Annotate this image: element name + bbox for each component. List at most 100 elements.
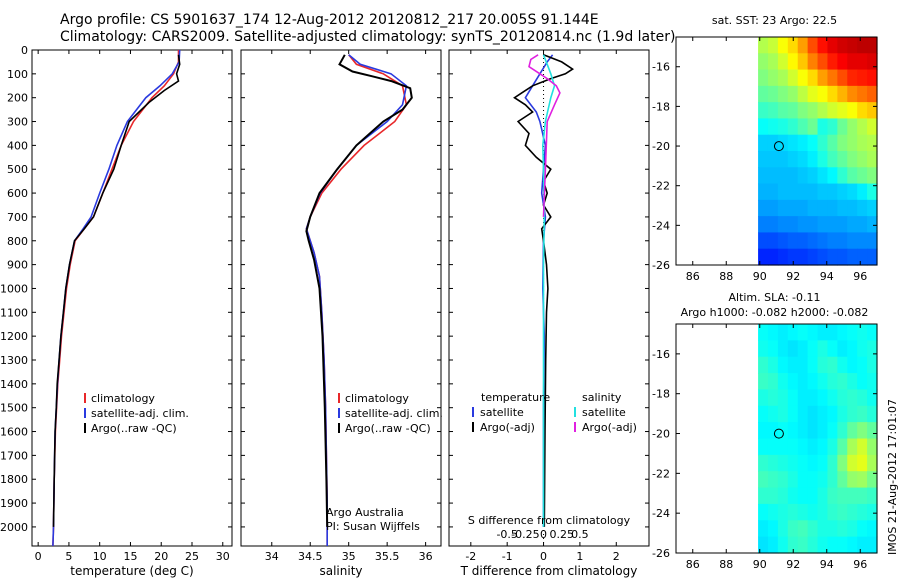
heat-cell (797, 102, 809, 120)
heat-cell (857, 356, 868, 374)
heat-cell (797, 438, 809, 456)
heat-cell (827, 438, 838, 456)
heat-cell (767, 183, 779, 201)
heat-cell (827, 373, 838, 391)
salinity-series-argo-raw-qc- (305, 54, 413, 527)
heat-cell (767, 167, 779, 185)
sst-map-ytick-label: -22 (652, 180, 670, 193)
sst-map-ytick-label: -26 (652, 259, 670, 272)
heat-cell (777, 53, 789, 71)
sla-map-xtick-label: 92 (786, 558, 800, 571)
heat-cell (857, 37, 868, 54)
heat-cell (817, 536, 829, 554)
heat-cell (837, 232, 848, 250)
heat-cell (857, 454, 868, 472)
depth-tick-label: 600 (7, 187, 28, 200)
heat-cell (867, 471, 878, 489)
heat-cell (827, 520, 838, 538)
heat-cell (867, 438, 878, 456)
heat-cell (767, 520, 779, 538)
heat-cell (827, 53, 838, 71)
sst-map-xtick-label: 86 (686, 270, 700, 283)
depth-tick-label: 700 (7, 211, 28, 224)
heat-cell (787, 389, 799, 407)
heat-cell (857, 69, 868, 87)
salinity-diff-tick-label: 0.5 (571, 528, 589, 541)
heat-cell (787, 503, 799, 521)
heat-cell (817, 471, 829, 489)
heat-cell (817, 151, 829, 168)
heat-cell (767, 151, 779, 168)
difference-xtick-label: 2 (613, 550, 620, 563)
heat-cell (777, 102, 789, 120)
heat-cell (867, 405, 878, 423)
salinity-xlabel: salinity (319, 564, 362, 578)
heat-cell (847, 134, 858, 152)
legend-entry: Argo(..raw -QC) (345, 422, 431, 435)
heat-cell (817, 167, 829, 185)
heat-cell (787, 53, 799, 71)
heat-cell (797, 248, 809, 266)
heat-cell (847, 85, 858, 103)
heat-cell (837, 324, 848, 341)
heat-cell (758, 199, 769, 217)
heat-cell (758, 37, 769, 54)
heat-cell (847, 324, 858, 341)
difference-series-s-argo-adj- (528, 54, 561, 217)
heat-cell (867, 151, 878, 168)
heat-cell (797, 471, 809, 489)
depth-tick-label: 0 (21, 44, 28, 57)
sst-map-xtick-label: 88 (719, 270, 733, 283)
heat-cell (767, 37, 779, 54)
heat-cell (837, 454, 848, 472)
heat-cell (797, 520, 809, 538)
sla-map-ytick-label: -16 (652, 348, 670, 361)
heat-cell (837, 405, 848, 423)
heat-cell (817, 134, 829, 152)
difference-xtick-label: -1 (502, 550, 513, 563)
heat-cell (758, 151, 769, 168)
heat-cell (847, 167, 858, 185)
heat-cell (827, 102, 838, 120)
heat-cell (847, 536, 858, 554)
heat-cell (787, 199, 799, 217)
heat-cell (827, 118, 838, 136)
heat-cell (857, 151, 868, 168)
difference-xlabel: T difference from climatology (460, 564, 638, 578)
heat-cell (817, 405, 829, 423)
heat-cell (767, 232, 779, 250)
sla-map-xtick-label: 86 (686, 558, 700, 571)
heat-cell (777, 248, 789, 266)
heat-cell (787, 151, 799, 168)
heat-cell (807, 405, 819, 423)
heat-cell (817, 438, 829, 456)
heat-cell (827, 37, 838, 54)
heat-cell (857, 373, 868, 391)
heat-cell (827, 85, 838, 103)
temperature-xlabel: temperature (deg C) (70, 564, 193, 578)
heat-cell (758, 487, 769, 505)
heat-cell (777, 438, 789, 456)
heat-cell (857, 53, 868, 71)
heat-cell (767, 503, 779, 521)
heat-cell (767, 118, 779, 136)
heat-cell (787, 422, 799, 440)
heat-cell (797, 151, 809, 168)
heat-cell (867, 85, 878, 103)
depth-tick-label: 300 (7, 116, 28, 129)
sst-map-ytick-label: -24 (652, 219, 670, 232)
sla-map-subtitle: Argo h1000: -0.082 h2000: -0.082 (681, 306, 869, 319)
heat-cell (817, 389, 829, 407)
heat-cell (867, 248, 878, 266)
heat-cell (807, 167, 819, 185)
heat-cell (777, 536, 789, 554)
heat-cell (797, 134, 809, 152)
heat-cell (847, 183, 858, 201)
heat-cell (797, 37, 809, 54)
heat-cell (827, 356, 838, 374)
temperature-xtick-label: 30 (216, 550, 230, 563)
heat-cell (777, 356, 789, 374)
heat-cell (837, 134, 848, 152)
heat-cell (847, 199, 858, 217)
heat-cell (787, 324, 799, 341)
